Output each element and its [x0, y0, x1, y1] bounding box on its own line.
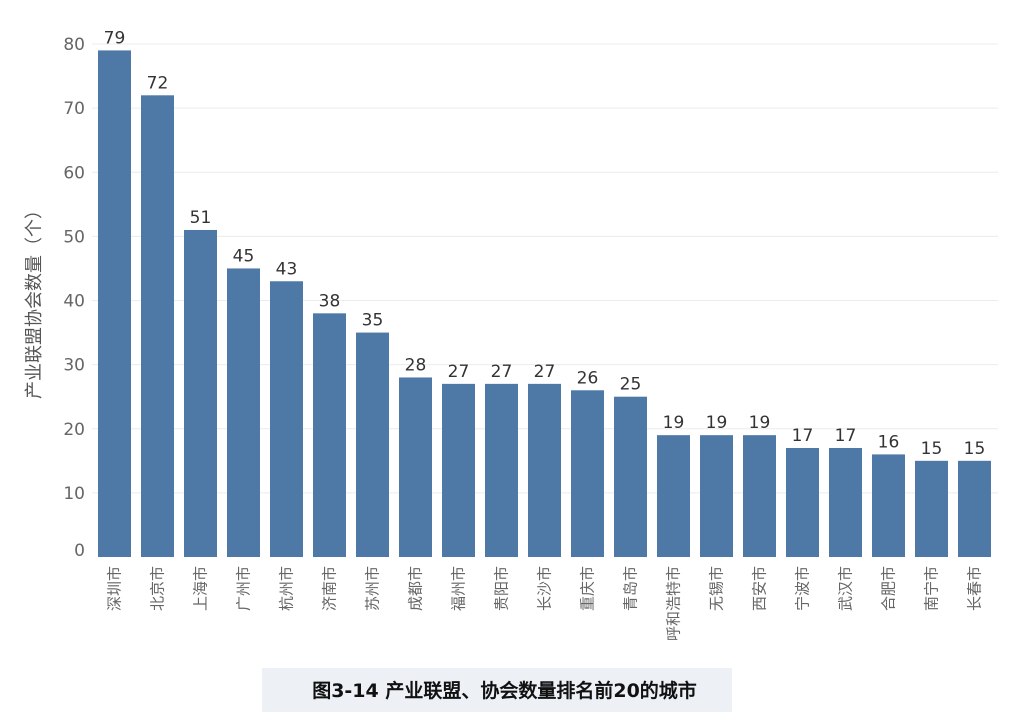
- bar: [399, 377, 432, 557]
- bar: [356, 332, 389, 557]
- y-tick-label: 80: [63, 35, 85, 55]
- bar: [141, 95, 174, 558]
- bar-chart: 0 10 20 30 40 50 60 70 80 79 72 51 45 43 38 35 28 27 27 27…: [24, 28, 998, 641]
- data-label: 27: [491, 362, 513, 382]
- x-tick-label: 西安市: [751, 566, 769, 611]
- x-tick-label: 成都市: [407, 566, 425, 611]
- data-label: 72: [147, 73, 169, 93]
- data-labels: 79 72 51 45 43 38 35 28 27 27 27 26 25 19 19 19 17 17 16 15…: [104, 28, 986, 458]
- x-tick-label: 重庆市: [579, 566, 597, 611]
- x-tick-label: 济南市: [321, 566, 339, 611]
- x-tick-label: 广州市: [235, 566, 253, 611]
- x-tick-label: 深圳市: [106, 566, 124, 611]
- data-label: 45: [233, 246, 255, 266]
- bar: [958, 460, 991, 557]
- bar: [442, 383, 475, 557]
- data-label: 27: [448, 362, 470, 382]
- data-label: 17: [792, 426, 814, 446]
- bar: [743, 435, 776, 557]
- data-label: 15: [921, 439, 943, 459]
- y-axis-title: 产业联盟协会数量（个）: [24, 201, 45, 399]
- x-tick-label: 呼和浩特市: [665, 566, 683, 641]
- bar: [184, 229, 217, 557]
- x-tick-label: 长沙市: [536, 566, 554, 611]
- x-tick-label: 上海市: [192, 566, 210, 611]
- data-label: 79: [104, 28, 126, 48]
- x-tick-label: 青岛市: [622, 566, 640, 611]
- y-axis: 0 10 20 30 40 50 60 70 80: [63, 35, 85, 561]
- bar: [227, 268, 260, 557]
- y-tick-label: 0: [74, 541, 85, 561]
- bar: [98, 50, 131, 557]
- x-tick-label: 杭州市: [278, 566, 296, 611]
- data-label: 27: [534, 362, 556, 382]
- x-tick-label: 福州市: [450, 566, 468, 611]
- x-axis: 深圳市 北京市 上海市 广州市 杭州市 济南市 苏州市 成都市 福州市 贵阳市 长沙市 重庆市 青岛市 呼…: [106, 566, 984, 641]
- x-tick-label: 武汉市: [837, 566, 855, 611]
- bar: [786, 447, 819, 557]
- data-label: 19: [706, 413, 728, 433]
- x-tick-label: 贵阳市: [493, 566, 511, 611]
- data-label: 19: [749, 413, 771, 433]
- data-label: 38: [319, 291, 341, 311]
- x-tick-label: 南宁市: [923, 566, 941, 611]
- y-tick-label: 60: [63, 163, 85, 183]
- bars: [98, 50, 991, 558]
- y-tick-label: 20: [63, 420, 85, 440]
- bar: [270, 281, 303, 557]
- bar: [313, 313, 346, 557]
- data-label: 16: [878, 432, 900, 452]
- data-label: 26: [577, 368, 599, 388]
- data-label: 51: [190, 208, 212, 228]
- figure-caption: 图3-14 产业联盟、协会数量排名前20的城市: [312, 680, 697, 702]
- bar: [657, 435, 690, 557]
- y-tick-label: 50: [63, 227, 85, 247]
- x-tick-label: 合肥市: [880, 566, 898, 611]
- bar: [872, 454, 905, 557]
- x-tick-label: 无锡市: [708, 566, 726, 611]
- bar: [700, 435, 733, 557]
- data-label: 17: [835, 426, 857, 446]
- bar: [829, 447, 862, 557]
- data-label: 35: [362, 311, 384, 331]
- bar: [571, 390, 604, 557]
- data-label: 28: [405, 355, 427, 375]
- watermark-band: [262, 668, 732, 712]
- y-tick-label: 70: [63, 99, 85, 119]
- x-tick-label: 宁波市: [794, 566, 812, 611]
- y-tick-label: 40: [63, 292, 85, 312]
- bar: [485, 383, 518, 557]
- data-label: 15: [964, 439, 986, 459]
- y-tick-label: 30: [63, 356, 85, 376]
- data-label: 43: [276, 259, 298, 279]
- bar: [614, 396, 647, 557]
- bar: [528, 383, 561, 557]
- bar: [915, 460, 948, 557]
- y-tick-label: 10: [63, 484, 85, 504]
- data-label: 25: [620, 375, 642, 395]
- x-tick-label: 长春市: [966, 566, 984, 611]
- data-label: 19: [663, 413, 685, 433]
- x-tick-label: 苏州市: [364, 566, 382, 611]
- x-tick-label: 北京市: [149, 566, 167, 611]
